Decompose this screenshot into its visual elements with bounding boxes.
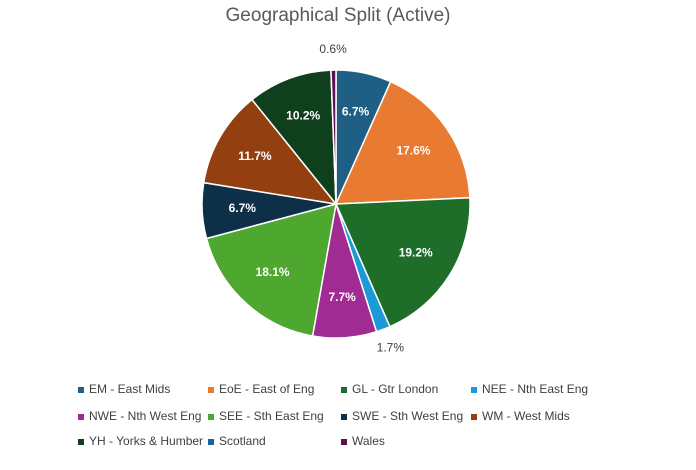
data-label: 1.7% bbox=[377, 340, 405, 354]
chart-title: Geographical Split (Active) bbox=[226, 5, 451, 26]
legend-swatch bbox=[471, 414, 477, 420]
legend-label: WM - West Mids bbox=[482, 409, 570, 423]
legend-swatch bbox=[341, 387, 347, 393]
legend-swatch bbox=[208, 414, 214, 420]
pie-slice bbox=[334, 80, 471, 205]
data-label: 6.7% bbox=[229, 201, 257, 215]
legend-swatch bbox=[78, 439, 84, 445]
legend-label: Scotland bbox=[219, 434, 266, 448]
legend-label: YH - Yorks & Humber bbox=[89, 434, 203, 448]
legend-swatch bbox=[341, 439, 347, 445]
legend-swatch bbox=[78, 387, 84, 393]
legend-label: Wales bbox=[352, 434, 385, 448]
data-label: 7.7% bbox=[328, 290, 356, 304]
legend-label: GL - Gtr London bbox=[352, 382, 438, 396]
pie-slice bbox=[334, 196, 471, 328]
legend-label: EM - East Mids bbox=[89, 382, 170, 396]
data-label: 0.6% bbox=[319, 42, 347, 56]
legend-label: NWE - Nth West Eng bbox=[89, 409, 201, 423]
legend-swatch bbox=[341, 414, 347, 420]
legend-label: EoE - East of Eng bbox=[219, 382, 314, 396]
legend-swatch bbox=[471, 387, 477, 393]
legend-label: NEE - Nth East Eng bbox=[482, 382, 588, 396]
legend-swatch bbox=[208, 387, 214, 393]
data-label: 19.2% bbox=[399, 246, 433, 260]
data-label: 6.7% bbox=[342, 104, 370, 118]
legend-swatch bbox=[78, 414, 84, 420]
legend-label: SWE - Sth West Eng bbox=[352, 409, 463, 423]
data-label: 18.1% bbox=[256, 265, 290, 279]
pie-slice bbox=[205, 202, 337, 337]
data-label: 17.6% bbox=[396, 143, 430, 157]
data-label: 10.2% bbox=[286, 108, 320, 122]
data-label: 11.7% bbox=[238, 149, 272, 163]
legend-swatch bbox=[208, 439, 214, 445]
pie-slice bbox=[202, 98, 338, 206]
legend-label: SEE - Sth East Eng bbox=[219, 409, 324, 423]
pie-slice bbox=[250, 69, 337, 207]
pie-slice bbox=[330, 69, 337, 205]
